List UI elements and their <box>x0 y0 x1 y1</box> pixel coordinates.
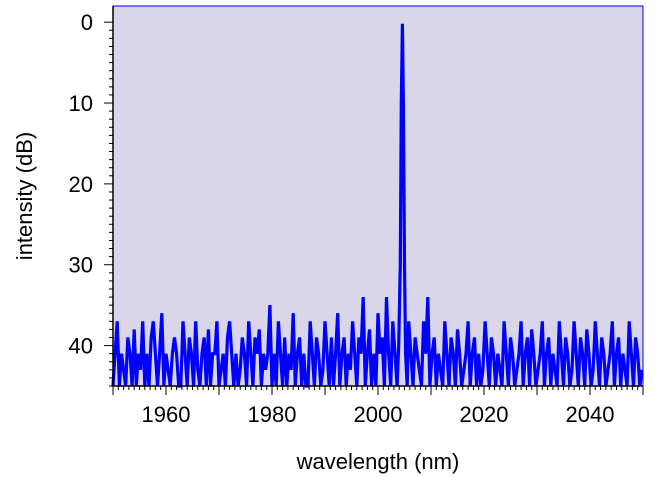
data-layer <box>111 23 644 388</box>
x-axis-title: wavelength (nm) <box>296 449 460 474</box>
series-line <box>111 23 644 388</box>
axis-layer: 1960 1980 2000 2020 2040 0 10 20 30 40 <box>69 6 644 427</box>
y-tick-label: 40 <box>69 334 93 359</box>
x-tick-label: 2020 <box>460 402 509 427</box>
x-tick-label: 2000 <box>354 402 403 427</box>
x-tick-label: 2040 <box>566 402 615 427</box>
y-axis-title: intensity (dB) <box>12 132 37 260</box>
y-tick-label: 10 <box>69 91 93 116</box>
y-tick-label: 20 <box>69 172 93 197</box>
x-tick-label: 1980 <box>248 402 297 427</box>
x-tick-label: 1960 <box>142 402 191 427</box>
y-tick-label: 0 <box>81 10 93 35</box>
y-tick-label: 30 <box>69 253 93 278</box>
